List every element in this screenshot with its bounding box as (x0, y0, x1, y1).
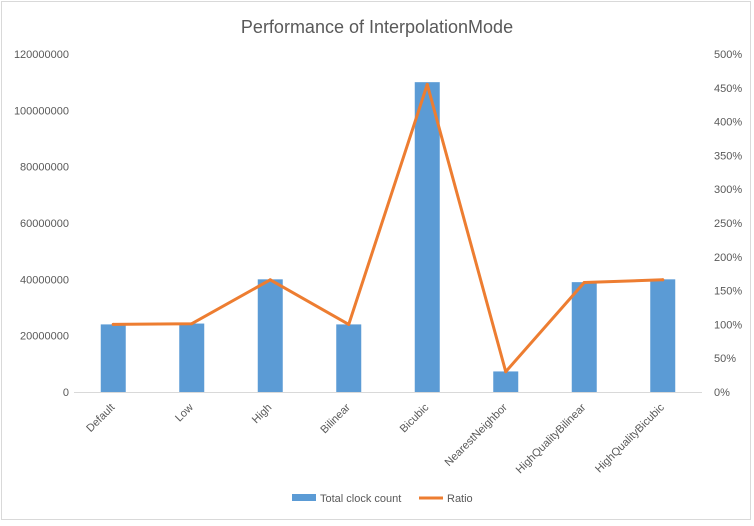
y-right-tick-label: 0% (714, 387, 730, 399)
ratio-point (111, 322, 115, 326)
ratio-point (268, 278, 272, 282)
x-tick-label: Bilinear (318, 401, 353, 436)
legend-swatch-bar (292, 494, 316, 501)
ratio-point (425, 82, 429, 86)
y-right-tick-label: 300% (714, 184, 742, 196)
y-left-tick-label: 120000000 (14, 49, 69, 61)
ratio-point (582, 280, 586, 284)
y-right-tick-label: 150% (714, 286, 742, 298)
ratio-point (347, 322, 351, 326)
ratio-point (190, 322, 194, 326)
y-left-tick-label: 40000000 (20, 274, 69, 286)
legend-label-total-clock-count: Total clock count (320, 493, 401, 505)
bar-total-clock-count (100, 324, 126, 392)
y-right-tick-label: 350% (714, 150, 742, 162)
y-right-tick-label: 500% (714, 49, 742, 61)
y-left-tick-label: 60000000 (20, 218, 69, 230)
x-tick-label: Bicubic (398, 401, 432, 435)
bar-total-clock-count (179, 323, 205, 392)
bar-total-clock-count (650, 279, 676, 392)
x-tick-label: NearestNeighbor (443, 401, 511, 469)
y-right-tick-label: 100% (714, 319, 742, 331)
line-ratio (111, 82, 665, 374)
x-tick-label: High (250, 402, 274, 426)
legend-label-ratio: Ratio (447, 493, 473, 505)
ratio-point (661, 278, 665, 282)
y-left-tick-label: 0 (63, 387, 69, 399)
x-tick-label: HighQualityBilinear (514, 401, 589, 476)
chart-title: Performance of InterpolationMode (241, 17, 513, 37)
y-right-tick-label: 250% (714, 218, 742, 230)
bar-total-clock-count (493, 371, 519, 392)
y-left-tick-label: 20000000 (20, 331, 69, 343)
y-left-tick-label: 80000000 (20, 162, 69, 174)
y-right-tick-label: 200% (714, 252, 742, 264)
bar-total-clock-count (414, 82, 440, 393)
y-left-tick-label: 100000000 (14, 105, 69, 117)
bar-total-clock-count (571, 282, 597, 392)
x-tick-label: Low (173, 402, 196, 425)
ratio-point (504, 370, 508, 374)
y-right-tick-label: 450% (714, 83, 742, 95)
bar-total-clock-count (336, 324, 362, 392)
y-right-tick-label: 400% (714, 117, 742, 129)
bar-total-clock-count (257, 279, 283, 392)
y-right-tick-label: 50% (714, 353, 736, 365)
x-tick-label: HighQualityBicubic (593, 401, 667, 475)
x-tick-label: Default (84, 402, 117, 435)
